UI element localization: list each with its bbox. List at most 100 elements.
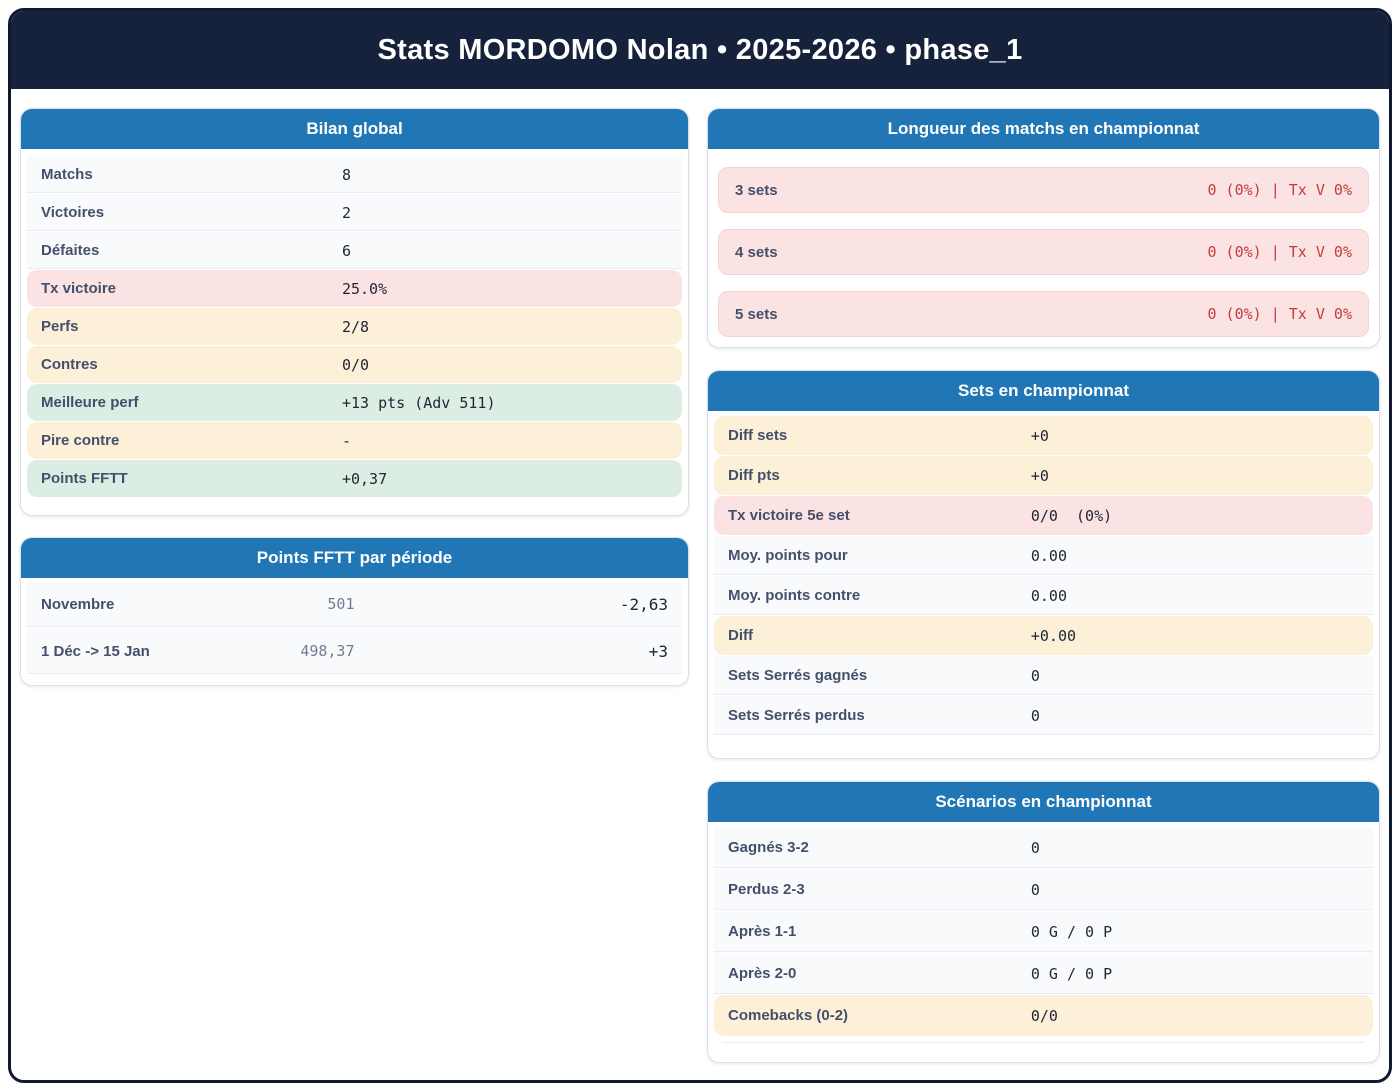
row-gagnes-3-2: Gagnés 3-2 0 [714,827,1373,868]
stat-label: Diff sets [728,427,788,444]
periode-delta: -2,63 [619,594,668,614]
row-diff-pts: Diff pts +0 [714,456,1373,495]
stat-value: 0 [1030,880,1040,899]
stat-label: Perfs [41,318,79,335]
card-longueur-matchs-title: Longueur des matchs en championnat [708,109,1379,149]
stat-label: Sets Serrés perdus [728,707,865,724]
periode-points: 498,37 [300,642,355,660]
stat-label: Meilleure perf [41,394,139,411]
card-sets-championnat: Sets en championnat Diff sets +0 Diff pt… [707,370,1380,759]
card-scenarios-championnat: Scénarios en championnat Gagnés 3-2 0 Pe… [707,781,1380,1063]
row-defaites: Défaites 6 [27,232,682,269]
page-frame: Stats MORDOMO Nolan • 2025-2026 • phase_… [8,8,1392,1083]
stat-value: 0 [1030,666,1040,685]
stat-value: 2/8 [341,317,370,336]
stat-value: 0 [1030,706,1040,725]
stat-label: Tx victoire 5e set [728,507,850,524]
row-diff-sets: Diff sets +0 [714,416,1373,455]
stat-label: Matchs [41,166,93,183]
card-scenarios-championnat-title: Scénarios en championnat [708,782,1379,822]
row-dec-jan: 1 Déc -> 15 Jan 498,37 +3 [27,628,682,674]
row-points-fftt: Points FFTT +0,37 [27,460,682,497]
stat-value: 0/0 (0%) [1030,506,1113,525]
row-apres-1-1: Après 1-1 0 G / 0 P [714,911,1373,952]
stat-value: +0.00 [1030,626,1077,645]
stat-value: +0 [1030,466,1049,485]
stat-value: 0 (0%) | Tx V 0% [1207,243,1353,261]
stat-label: Comebacks (0-2) [728,1007,849,1024]
row-4-sets: 4 sets 0 (0%) | Tx V 0% [718,229,1369,275]
card-longueur-matchs-body: 3 sets 0 (0%) | Tx V 0% 4 sets 0 (0%) | … [708,149,1379,347]
card-longueur-matchs: Longueur des matchs en championnat 3 set… [707,108,1380,348]
stat-value: +0 [1030,426,1049,445]
right-column: Longueur des matchs en championnat 3 set… [707,108,1380,1063]
stat-value: 8 [341,165,351,184]
row-victoires: Victoires 2 [27,194,682,231]
left-column: Bilan global Matchs 8 Victoires 2 Défait… [20,108,689,686]
stat-label: Diff [728,627,753,644]
stat-label: Tx victoire [41,280,117,297]
stat-label: Gagnés 3-2 [728,839,809,856]
stat-value: 0 G / 0 P [1030,922,1113,941]
stat-value: 25.0% [341,279,388,298]
row-sets-serres-gagnes: Sets Serrés gagnés 0 [714,656,1373,695]
card-sets-championnat-body: Diff sets +0 Diff pts +0 Tx victoire 5e … [708,411,1379,758]
stat-label: Après 2-0 [728,965,797,982]
card-bilan-global-title: Bilan global [21,109,688,149]
page-title: Stats MORDOMO Nolan • 2025-2026 • phase_… [377,33,1023,66]
card-footer-divider [722,1042,1365,1054]
content-area: Bilan global Matchs 8 Victoires 2 Défait… [11,89,1389,1063]
row-3-sets: 3 sets 0 (0%) | Tx V 0% [718,167,1369,213]
stat-label: 4 sets [735,243,778,261]
stat-value: 0 G / 0 P [1030,964,1113,983]
row-matchs: Matchs 8 [27,156,682,193]
card-points-fftt-periode-title: Points FFTT par période [21,538,688,578]
stat-value: - [341,431,351,450]
stat-label: Moy. points contre [728,587,861,604]
stat-label: Pire contre [41,432,120,449]
page-header: Stats MORDOMO Nolan • 2025-2026 • phase_… [11,11,1389,89]
row-pire-contre: Pire contre - [27,422,682,459]
row-apres-2-0: Après 2-0 0 G / 0 P [714,953,1373,994]
card-sets-championnat-title: Sets en championnat [708,371,1379,411]
row-sets-serres-perdus: Sets Serrés perdus 0 [714,696,1373,735]
row-perfs: Perfs 2/8 [27,308,682,345]
row-novembre: Novembre 501 -2,63 [27,581,682,627]
stat-label: Diff pts [728,467,780,484]
card-points-fftt-periode: Points FFTT par période Novembre 501 -2,… [20,537,689,686]
periode-points: 501 [327,595,355,613]
stat-value: 0 [1030,838,1040,857]
card-points-fftt-periode-body: Novembre 501 -2,63 1 Déc -> 15 Jan 498,3… [21,578,688,685]
stat-value: 2 [341,203,351,222]
stat-value: 6 [341,241,351,260]
stat-label: Contres [41,356,98,373]
row-tx-victoire-5e-set: Tx victoire 5e set 0/0 (0%) [714,496,1373,535]
stat-value: +13 pts (Adv 511) [341,393,496,412]
periode-label: Novembre [41,595,115,613]
stat-value: 0/0 [341,355,370,374]
row-5-sets: 5 sets 0 (0%) | Tx V 0% [718,291,1369,337]
stat-value: 0 (0%) | Tx V 0% [1207,305,1353,323]
stat-value: 0 (0%) | Tx V 0% [1207,181,1353,199]
stat-label: Après 1-1 [728,923,797,940]
row-moy-points-pour: Moy. points pour 0.00 [714,536,1373,575]
row-tx-victoire: Tx victoire 25.0% [27,270,682,307]
stat-label: Défaites [41,242,100,259]
row-diff: Diff +0.00 [714,616,1373,655]
periode-label: 1 Déc -> 15 Jan [41,642,150,660]
stat-label: Moy. points pour [728,547,848,564]
stat-value: 0.00 [1030,586,1067,605]
stat-label: 5 sets [735,305,778,323]
card-scenarios-championnat-body: Gagnés 3-2 0 Perdus 2-3 0 Après 1-1 0 G … [708,822,1379,1062]
row-contres: Contres 0/0 [27,346,682,383]
stat-label: 3 sets [735,181,778,199]
stat-label: Sets Serrés gagnés [728,667,868,684]
row-perdus-2-3: Perdus 2-3 0 [714,869,1373,910]
stat-label: Victoires [41,204,105,221]
row-moy-points-contre: Moy. points contre 0.00 [714,576,1373,615]
stat-label: Points FFTT [41,470,128,487]
stat-value: 0/0 [1030,1006,1058,1025]
stat-value: 0.00 [1030,546,1067,565]
card-bilan-global-body: Matchs 8 Victoires 2 Défaites 6 Tx victo… [21,149,688,515]
row-meilleure-perf: Meilleure perf +13 pts (Adv 511) [27,384,682,421]
